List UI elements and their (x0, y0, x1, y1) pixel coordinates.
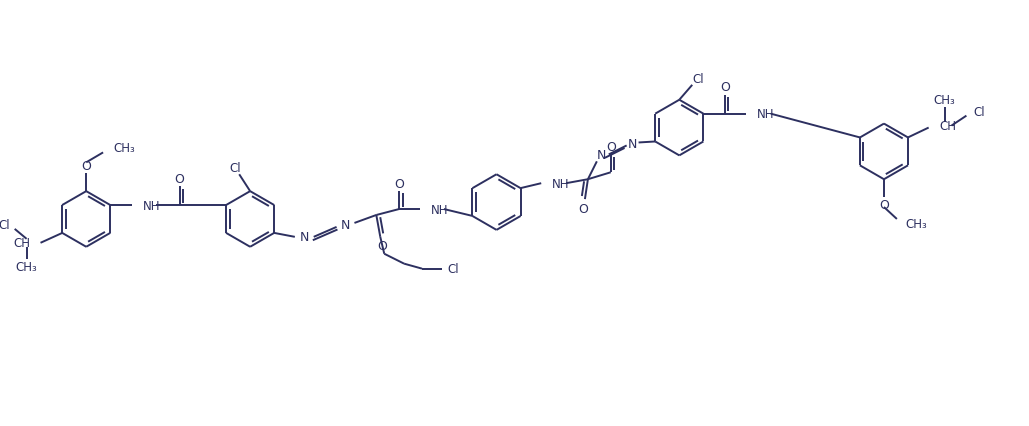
Text: O: O (879, 198, 889, 211)
Text: O: O (378, 240, 387, 253)
Text: Cl: Cl (447, 262, 459, 276)
Text: Cl: Cl (229, 161, 241, 174)
Text: O: O (394, 177, 404, 190)
Text: N: N (341, 219, 350, 232)
Text: NH: NH (431, 203, 449, 216)
Text: N: N (300, 231, 310, 244)
Text: Cl: Cl (973, 106, 985, 119)
Text: CH₃: CH₃ (933, 94, 956, 107)
Text: NH: NH (143, 199, 161, 212)
Text: O: O (720, 81, 730, 94)
Text: CH₃: CH₃ (906, 218, 927, 231)
Text: CH₃: CH₃ (113, 141, 135, 155)
Text: N: N (597, 149, 606, 161)
Text: CH: CH (939, 120, 957, 133)
Text: NH: NH (553, 177, 570, 190)
Text: O: O (578, 202, 588, 215)
Text: Cl: Cl (693, 73, 704, 86)
Text: N: N (628, 138, 637, 151)
Text: O: O (606, 141, 615, 154)
Text: NH: NH (756, 108, 774, 121)
Text: O: O (81, 159, 92, 173)
Text: CH₃: CH₃ (15, 261, 37, 273)
Text: O: O (175, 173, 184, 185)
Text: Cl: Cl (0, 219, 9, 232)
Text: CH: CH (13, 237, 31, 250)
